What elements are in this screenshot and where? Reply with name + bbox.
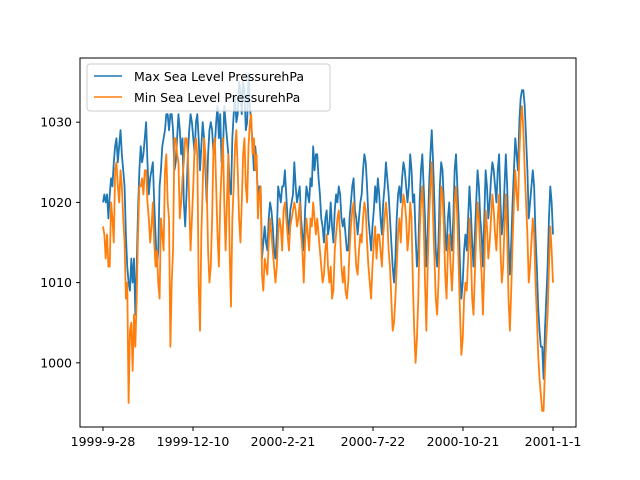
x-axis: 1999-9-28 1999-12-10 2000-2-21 2000-7-22 200… <box>71 427 582 449</box>
x-tick-label: 2001-1-1 <box>525 434 582 449</box>
y-tick-label: 1030 <box>40 115 72 130</box>
legend-label-max: Max Sea Level PressurehPa <box>134 69 304 84</box>
x-tick-label: 1999-9-28 <box>71 434 136 449</box>
legend-box <box>86 63 331 112</box>
series-line-max <box>102 73 554 380</box>
legend-label-min: Min Sea Level PressurehPa <box>134 90 300 105</box>
y-axis: 1000 1010 1020 1030 <box>40 115 80 370</box>
plot-frame <box>79 57 577 428</box>
series-line-min <box>102 105 554 412</box>
y-tick-label: 1010 <box>40 275 72 290</box>
x-tick-label: 2000-10-21 <box>427 434 500 449</box>
x-tick-label: 1999-12-10 <box>157 434 230 449</box>
plot-lines <box>102 73 554 412</box>
x-tick-label: 2000-7-22 <box>341 434 406 449</box>
legend: Max Sea Level PressurehPa Min Sea Level … <box>86 63 331 112</box>
y-tick-label: 1020 <box>40 195 72 210</box>
y-tick-label: 1000 <box>40 355 72 370</box>
x-tick-label: 2000-2-21 <box>251 434 316 449</box>
